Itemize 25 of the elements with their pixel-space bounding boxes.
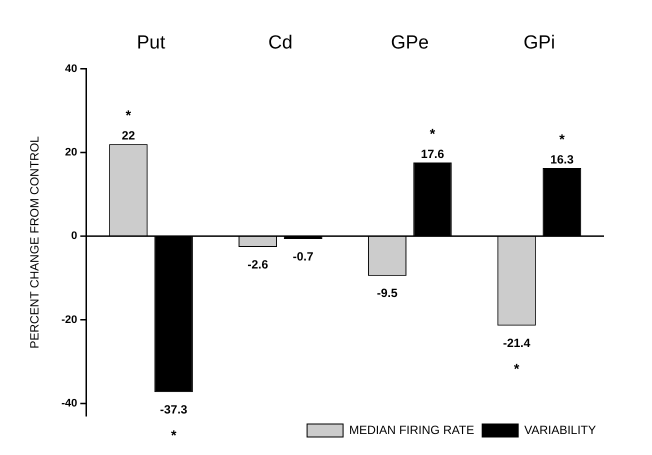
- x-tick-label: GPi: [523, 32, 556, 54]
- x-tick-label: Put: [136, 32, 166, 54]
- annotation: *: [430, 125, 436, 142]
- data-label: -2.6: [247, 257, 268, 272]
- annotation: *: [559, 130, 566, 147]
- annotation: *: [170, 427, 177, 444]
- y-tick-label: -20: [61, 314, 78, 326]
- x-tick-label: GPe: [390, 32, 429, 54]
- y-tick-label: -40: [61, 397, 78, 410]
- y-axis-title: PERCENT CHANGE FROM CONTROL: [28, 136, 42, 349]
- y-tick-label: 0: [71, 230, 78, 242]
- data-label: -21.4: [502, 336, 531, 350]
- data-label: 17.6: [420, 146, 445, 161]
- annotation: *: [514, 360, 520, 377]
- legend-label: MEDIAN FIRING RATE: [349, 422, 474, 437]
- y-tick-label: 40: [65, 62, 78, 75]
- data-label: -0.7: [292, 249, 314, 264]
- data-label: -37.3: [160, 402, 188, 416]
- x-tick-label: Cd: [268, 32, 293, 54]
- legend-label: VARIABILITY: [524, 422, 596, 437]
- data-label: 22: [122, 128, 136, 142]
- data-label: -9.5: [376, 286, 398, 300]
- y-tick-label: 20: [65, 146, 78, 158]
- data-label: 16.3: [550, 152, 574, 166]
- annotation: *: [126, 106, 132, 123]
